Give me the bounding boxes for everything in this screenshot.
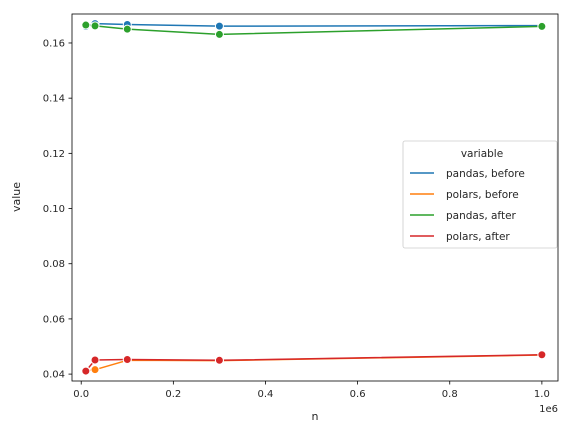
data-point-polars-after (537, 350, 547, 360)
data-point-polars-after (90, 355, 100, 365)
legend-label-polars-after: polars, after (446, 231, 510, 243)
data-point-pandas-after (90, 21, 100, 31)
x-offset-label: 1e6 (539, 404, 558, 415)
x-tick-label: 0.6 (350, 389, 366, 400)
data-point-pandas-after (537, 21, 547, 31)
legend-label-pandas-after: pandas, after (446, 210, 517, 222)
y-tick-label: 0.04 (43, 370, 65, 381)
y-axis-ticks: 0.04 0.06 0.08 0.10 0.12 0.14 0.16 (43, 38, 72, 381)
legend-label-polars-before: polars, before (446, 189, 519, 201)
series-line-polars-before (85, 354, 542, 372)
x-axis-label: n (312, 410, 319, 423)
y-tick-label: 0.12 (43, 149, 65, 160)
data-point-polars-after (122, 354, 132, 364)
data-point-polars-after (81, 366, 91, 376)
x-tick-label: 0.8 (442, 389, 458, 400)
x-axis-ticks: 0.0 0.2 0.4 0.6 0.8 1.0 (73, 381, 550, 400)
y-tick-label: 0.06 (43, 314, 65, 325)
x-tick-label: 0.0 (73, 389, 89, 400)
plot-frame (71, 13, 559, 382)
data-point-pandas-before (214, 21, 224, 31)
data-point-pandas-after (122, 24, 132, 34)
series-markers (81, 19, 547, 376)
legend-entries: pandas, before polars, before pandas, afte… (410, 168, 525, 243)
x-tick-label: 0.4 (258, 389, 274, 400)
x-tick-label: 0.2 (165, 389, 181, 400)
x-tick-label: 1.0 (534, 389, 550, 400)
series-line-pandas-before (85, 22, 542, 28)
data-point-polars-after (214, 355, 224, 365)
data-point-pandas-after (81, 20, 91, 30)
y-axis-label: value (10, 182, 23, 212)
data-point-polars-before (90, 365, 100, 375)
legend-title: variable (461, 148, 503, 160)
y-tick-label: 0.14 (43, 94, 65, 105)
y-tick-label: 0.16 (43, 38, 65, 49)
y-tick-label: 0.08 (43, 259, 65, 270)
data-point-pandas-after (214, 29, 224, 39)
series-line-polars-after (85, 354, 542, 372)
y-tick-label: 0.10 (43, 204, 65, 215)
legend-box (402, 140, 558, 249)
legend-label-pandas-before: pandas, before (446, 168, 525, 180)
